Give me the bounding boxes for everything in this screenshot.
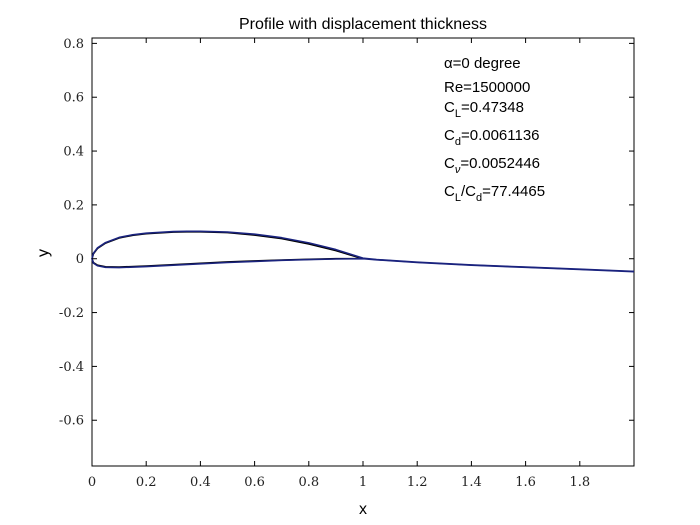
x-tick-label: 1.6 — [515, 475, 536, 490]
x-tick-label: 1.2 — [407, 475, 428, 490]
x-tick-labels: 0 0.2 0.4 0.6 0.8 1 1.2 1.4 1.6 1.8 — [88, 475, 590, 490]
annotation-ratio-sub: L — [455, 192, 461, 204]
annotation-cd-value: =0.0061136 — [461, 127, 540, 144]
x-tick-label: 0.8 — [298, 475, 319, 490]
annotation-cl-base: C — [444, 99, 455, 116]
annotation-cl: CL=0.47348 — [444, 99, 524, 120]
annotation-cl-value: =0.47348 — [461, 99, 524, 116]
x-tick-label: 0.4 — [190, 475, 211, 490]
x-tick-label: 1 — [359, 475, 367, 490]
annotation-block: α=0 degree Re=1500000 CL=0.47348 Cd=0.00… — [444, 55, 545, 204]
annotation-cnu-value: =0.0052446 — [460, 155, 540, 172]
y-tick-labels: 0.8 0.6 0.4 0.2 0 -0.2 -0.4 -0.6 — [59, 37, 84, 429]
y-tick-label: -0.6 — [59, 414, 84, 429]
annotation-ratio-value: =77.4465 — [482, 183, 545, 200]
annotation-cl-sub: L — [455, 108, 461, 120]
y-axis-label: y — [35, 249, 52, 257]
chart-title: Profile with displacement thickness — [239, 16, 487, 33]
annotation-ratio-sub2: d — [476, 192, 482, 204]
annotation-alpha: α=0 degree — [444, 55, 521, 72]
x-tick-label: 1.8 — [569, 475, 590, 490]
y-tick-label: -0.4 — [59, 360, 84, 375]
annotation-cl-cd: CL/Cd=77.4465 — [444, 183, 545, 204]
y-tick-label: 0.6 — [63, 91, 84, 106]
x-axis-label: x — [359, 501, 367, 518]
series-line-3 — [91, 257, 635, 273]
annotation-cd-base: C — [444, 127, 455, 144]
annotation-cd-sub: d — [455, 136, 461, 148]
axes-box — [91, 37, 635, 467]
x-tick-label: 0.2 — [136, 475, 157, 490]
series-layer — [91, 230, 635, 273]
x-tick-label: 0.6 — [244, 475, 265, 490]
ticks-layer — [91, 38, 634, 466]
y-tick-label: -0.2 — [59, 306, 84, 321]
y-tick-label: 0 — [76, 252, 84, 267]
y-tick-label: 0.8 — [63, 37, 84, 52]
x-tick-label: 0 — [88, 475, 96, 490]
annotation-reynolds: Re=1500000 — [444, 79, 530, 96]
annotation-cd: Cd=0.0061136 — [444, 127, 540, 148]
plot-area — [91, 37, 635, 467]
annotation-cnu-sub: ν — [455, 164, 461, 176]
annotation-ratio-base: C — [444, 183, 455, 200]
y-tick-label: 0.2 — [63, 198, 84, 213]
annotation-ratio-mid: /C — [461, 183, 476, 200]
x-tick-label: 1.4 — [461, 475, 482, 490]
y-tick-label: 0.4 — [63, 145, 84, 160]
annotation-cnu-base: C — [444, 155, 455, 172]
annotation-cnu: Cν=0.0052446 — [444, 155, 540, 176]
